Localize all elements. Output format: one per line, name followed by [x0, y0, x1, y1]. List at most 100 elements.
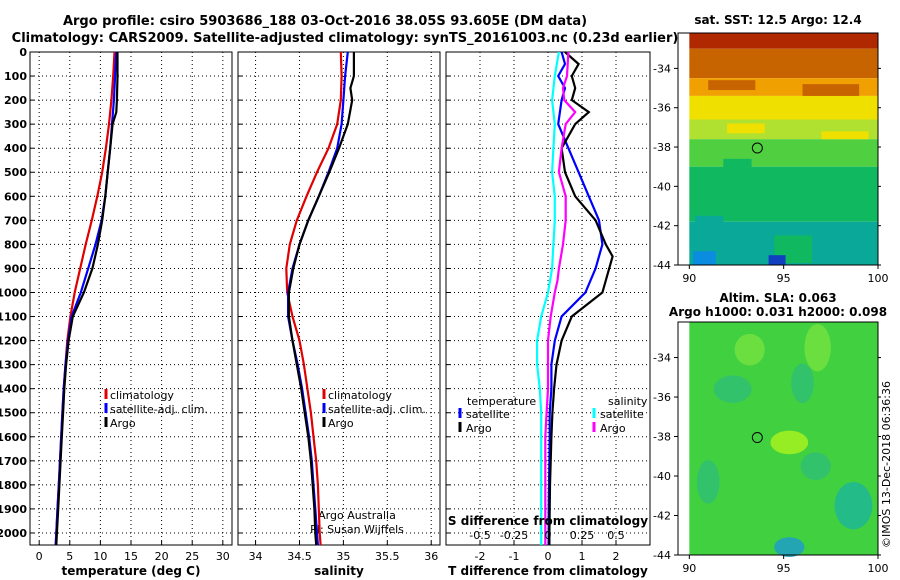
sla_map-blob	[696, 460, 720, 504]
sla_map-ytick-label: -44	[653, 549, 671, 562]
salinity-series-argo	[287, 52, 355, 546]
salinity-frame	[237, 51, 441, 546]
sst_map-patch	[849, 186, 873, 205]
salinity-series-climatology	[285, 51, 343, 546]
figure-title-line1: Argo profile: csiro 5903686_188 03-Oct-2…	[63, 14, 587, 29]
depth-tick-label: 1700	[0, 455, 27, 468]
diff-xtick-top-label: 0	[545, 529, 552, 542]
depth-tick-label: 1800	[0, 479, 27, 492]
temperature-xtick-label: 30	[216, 550, 230, 563]
diff-xtick-top-label: -0.5	[469, 529, 490, 542]
sla_map-blob	[800, 452, 831, 480]
salinity-xtick-label: 34.5	[287, 550, 312, 563]
depth-tick-label: 800	[4, 238, 27, 251]
differences-xtick-label: 1	[579, 550, 586, 563]
sla-map-title: Altim. SLA: 0.063	[719, 291, 836, 305]
diff-xtick-top-label: 0.25	[570, 529, 595, 542]
sst_map-band	[689, 48, 878, 79]
temperature-legend-label: satellite-adj. clim.	[110, 403, 208, 416]
differences-frame	[445, 51, 651, 546]
differences-grid	[446, 51, 650, 545]
imos-stamp: ©IMOS 13-Dec-2018 06:36:36	[880, 381, 893, 548]
map-sla_map: -34 -36 -38 -40 -42 -44 90 95 100	[653, 321, 889, 575]
differences-xtick-label: -1	[509, 550, 520, 563]
sst_map-patch	[723, 158, 752, 171]
salinity-grid	[238, 51, 440, 545]
sst_map-patch	[708, 80, 756, 91]
diff-legend-temperature-title: temperature	[467, 395, 536, 408]
sla_map-blob	[770, 430, 809, 455]
sst_map-ytick-label: -40	[653, 180, 671, 193]
sst_map-xtick-label: 90	[682, 272, 696, 285]
sst_map-patch	[840, 229, 878, 262]
temperature-legend-label: climatology	[110, 389, 174, 402]
depth-tick-label: 1300	[0, 359, 27, 372]
diff-legend-label: satellite	[600, 408, 644, 421]
sla_map-xtick-label: 90	[682, 562, 696, 575]
diff-legend-label: satellite	[466, 408, 510, 421]
sla_map-ytick-label: -34	[653, 352, 671, 365]
temperature-xtick-label: 5	[66, 550, 73, 563]
depth-tick-label: 0	[19, 46, 27, 59]
sla_map-blob	[791, 363, 814, 403]
sst_map-band	[689, 139, 878, 167]
salinity-xtick-label: 35.5	[375, 550, 400, 563]
sst_map-ytick-label: -44	[653, 259, 671, 272]
depth-tick-label: 1900	[0, 503, 27, 516]
differences-series-temperature-satellite	[547, 51, 604, 545]
salinity-xtick-label: 36	[424, 550, 438, 563]
salinity-xtick-label: 35	[336, 550, 350, 563]
credit-org: Argo Australia	[318, 509, 396, 522]
sst_map-ytick-label: -38	[653, 141, 671, 154]
sst_map-ytick-label: -42	[653, 220, 671, 233]
sla_map-xtick-label: 100	[868, 562, 889, 575]
sla_map-blob	[774, 537, 805, 557]
profile-panel-differences: -2 -1 0 1 2T difference from climatology	[445, 51, 651, 578]
sla_map-ytick-label: -40	[653, 470, 671, 483]
salinity-xtick-label: 34	[249, 550, 263, 563]
temperature-series-climatology	[54, 51, 116, 546]
differences-xlabel: T difference from climatology	[448, 564, 648, 578]
depth-tick-label: 1600	[0, 431, 27, 444]
temperature-series-satellite-adj-clim-	[54, 51, 118, 546]
depth-tick-label: 200	[4, 94, 27, 107]
sla_map-ytick-label: -42	[653, 510, 671, 523]
salinity-xlabel: salinity	[314, 564, 364, 578]
differences-series-salinity-satellite	[535, 51, 560, 545]
figure-title-line2: Climatology: CARS2009. Satellite-adjuste…	[12, 31, 679, 46]
temperature-xlabel: temperature (deg C)	[62, 564, 201, 578]
diff-legend-label: Argo	[466, 422, 492, 435]
sst_map-patch	[768, 255, 786, 265]
temperature-xtick-label: 15	[124, 550, 138, 563]
temperature-xtick-label: 20	[155, 550, 169, 563]
sla_map-ytick-label: -36	[653, 391, 671, 404]
diff-legend-label: Argo	[600, 422, 626, 435]
temperature-legend-label: Argo	[110, 417, 136, 430]
depth-tick-label: 2000	[0, 527, 27, 540]
sst_map-xtick-label: 95	[777, 272, 791, 285]
profile-panel-temperature: 0 5 10 15 20 25 30 temperature (deg C) 0 100 200 30…	[0, 46, 233, 578]
sst_map-patch	[821, 131, 869, 140]
depth-tick-label: 400	[4, 142, 27, 155]
depth-tick-label: 1500	[0, 407, 27, 420]
sla-map-subtitle: Argo h1000: 0.031 h2000: 0.098	[669, 305, 887, 319]
temperature-xtick-label: 10	[93, 550, 107, 563]
sst_map-patch	[727, 123, 765, 134]
sst-map-title: sat. SST: 12.5 Argo: 12.4	[694, 13, 861, 27]
sla_map-ytick-label: -38	[653, 431, 671, 444]
sla_map-blob	[734, 333, 765, 366]
depth-tick-label: 700	[4, 214, 27, 227]
differences-xtick-label: -2	[475, 550, 486, 563]
sst_map-argo-marker	[751, 142, 763, 154]
sst_map-ytick-label: -36	[653, 102, 671, 115]
salinity-legend-label: climatology	[328, 389, 392, 402]
map-sst_map: -34 -36 -38 -40 -42 -44 90 95 100	[653, 32, 889, 285]
diff-xlabel-top: S difference from climatology	[448, 514, 648, 528]
depth-tick-label: 500	[4, 166, 27, 179]
credit-pi: PI: Susan Wijffels	[310, 523, 404, 536]
depth-tick-label: 300	[4, 118, 27, 131]
sla_map-xtick-label: 95	[777, 562, 791, 575]
depth-tick-label: 900	[4, 262, 27, 275]
depth-tick-label: 1200	[0, 335, 27, 348]
